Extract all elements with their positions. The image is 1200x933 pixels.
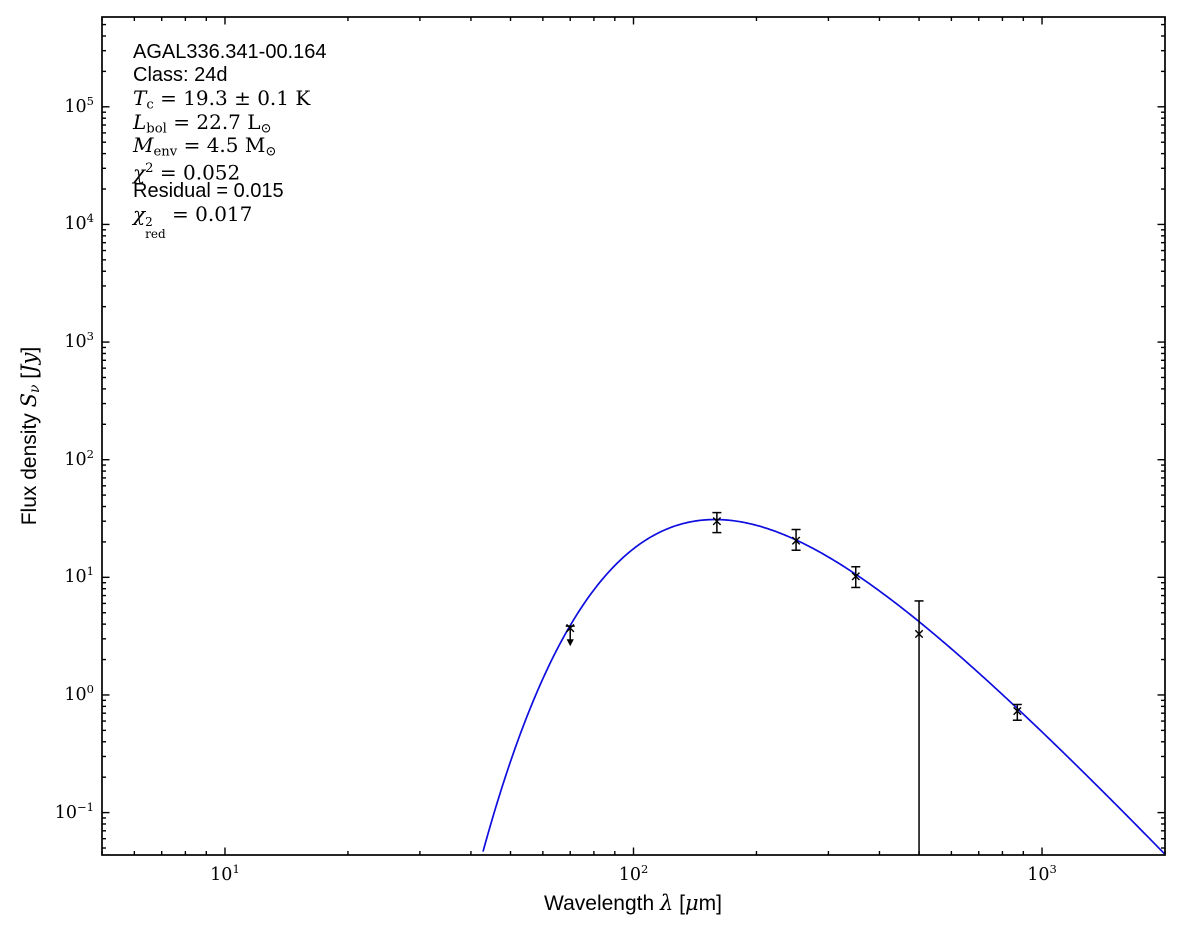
text-segment: L <box>133 109 147 134</box>
x-axis-label: Wavelength λ [μm] <box>544 891 722 916</box>
data-point-marker <box>851 572 860 581</box>
data-point-marker <box>1013 706 1022 716</box>
text-segment: Flux density <box>17 407 41 526</box>
text-segment: m] <box>698 892 722 915</box>
text-segment: AGAL336.341-00.164 <box>133 41 327 63</box>
y-tick-label: 105 <box>64 93 94 117</box>
text-segment: ⊙ <box>265 144 277 160</box>
annotation-line: AGAL336.341-00.164 <box>133 41 327 64</box>
text-segment: = 4.5 M <box>177 132 266 157</box>
text-segment: μ <box>684 891 699 915</box>
text-segment: χ <box>133 160 146 185</box>
text-segment: [ <box>17 372 41 385</box>
x-tick-label: 102 <box>618 862 649 885</box>
text-segment: Class: 24d <box>133 64 228 87</box>
text-segment: Wavelength <box>544 892 660 915</box>
annotation-line: Tc = 19.3 ± 0.1 K <box>133 86 327 113</box>
text-segment: χ <box>133 202 146 227</box>
y-tick-label: 102 <box>64 446 94 470</box>
greybody-fit-curve <box>482 518 1166 855</box>
text-segment: Jy <box>16 352 41 373</box>
text-segment: = 0.052 <box>153 160 241 185</box>
text-segment: ⊙ <box>260 120 272 136</box>
text-segment: T <box>133 86 147 111</box>
text-segment: env <box>153 144 178 160</box>
text-segment: bol <box>146 120 167 136</box>
annotation-line: Residual = 0.015 <box>133 180 327 203</box>
y-tick-label: 101 <box>64 564 94 588</box>
text-segment: ν <box>27 384 44 393</box>
math-subsup: 2 red <box>145 215 166 242</box>
annotation-line: Class: 24d <box>133 64 327 87</box>
text-segment: [ <box>673 892 685 915</box>
text-segment: 2 <box>145 160 154 176</box>
annotation-line: Menv = 4.5 M⊙ <box>133 132 327 160</box>
text-segment: S <box>16 392 41 408</box>
text-segment: c <box>146 97 154 113</box>
data-point-marker <box>566 623 575 633</box>
annotation-line: χ2 = 0.052 <box>133 157 327 184</box>
text-segment: = 22.7 L <box>166 109 261 134</box>
y-tick-label: 100 <box>64 681 94 705</box>
text-segment: M <box>133 132 154 157</box>
y-tick-label: 104 <box>64 211 94 235</box>
text-segment: λ <box>659 891 674 915</box>
data-point-marker <box>712 517 722 526</box>
text-segment: Residual = 0.015 <box>133 180 284 203</box>
y-axis-label: Flux density Sν [Jy] <box>17 347 43 526</box>
annotation-line: χ 2 red = 0.017 <box>133 202 327 241</box>
upper-limit-arrow <box>566 639 574 647</box>
text-segment: ] <box>17 346 41 353</box>
y-tick-label: 10−1 <box>54 799 94 823</box>
annotation-line: Lbol = 22.7 L⊙ <box>133 109 327 136</box>
fit-parameters-annotation: AGAL336.341-00.164 Class: 24d Tc = 19.3 ± … <box>133 41 327 241</box>
x-tick-label: 103 <box>1027 862 1057 885</box>
text-segment: = 0.017 <box>165 202 253 227</box>
x-tick-label: 101 <box>210 862 240 885</box>
plot-frame <box>101 16 1166 856</box>
text-segment: = 19.3 ± 0.1 K <box>153 86 311 111</box>
data-point-marker <box>914 629 924 639</box>
data-point-marker <box>791 536 801 545</box>
y-tick-label: 103 <box>64 329 94 352</box>
